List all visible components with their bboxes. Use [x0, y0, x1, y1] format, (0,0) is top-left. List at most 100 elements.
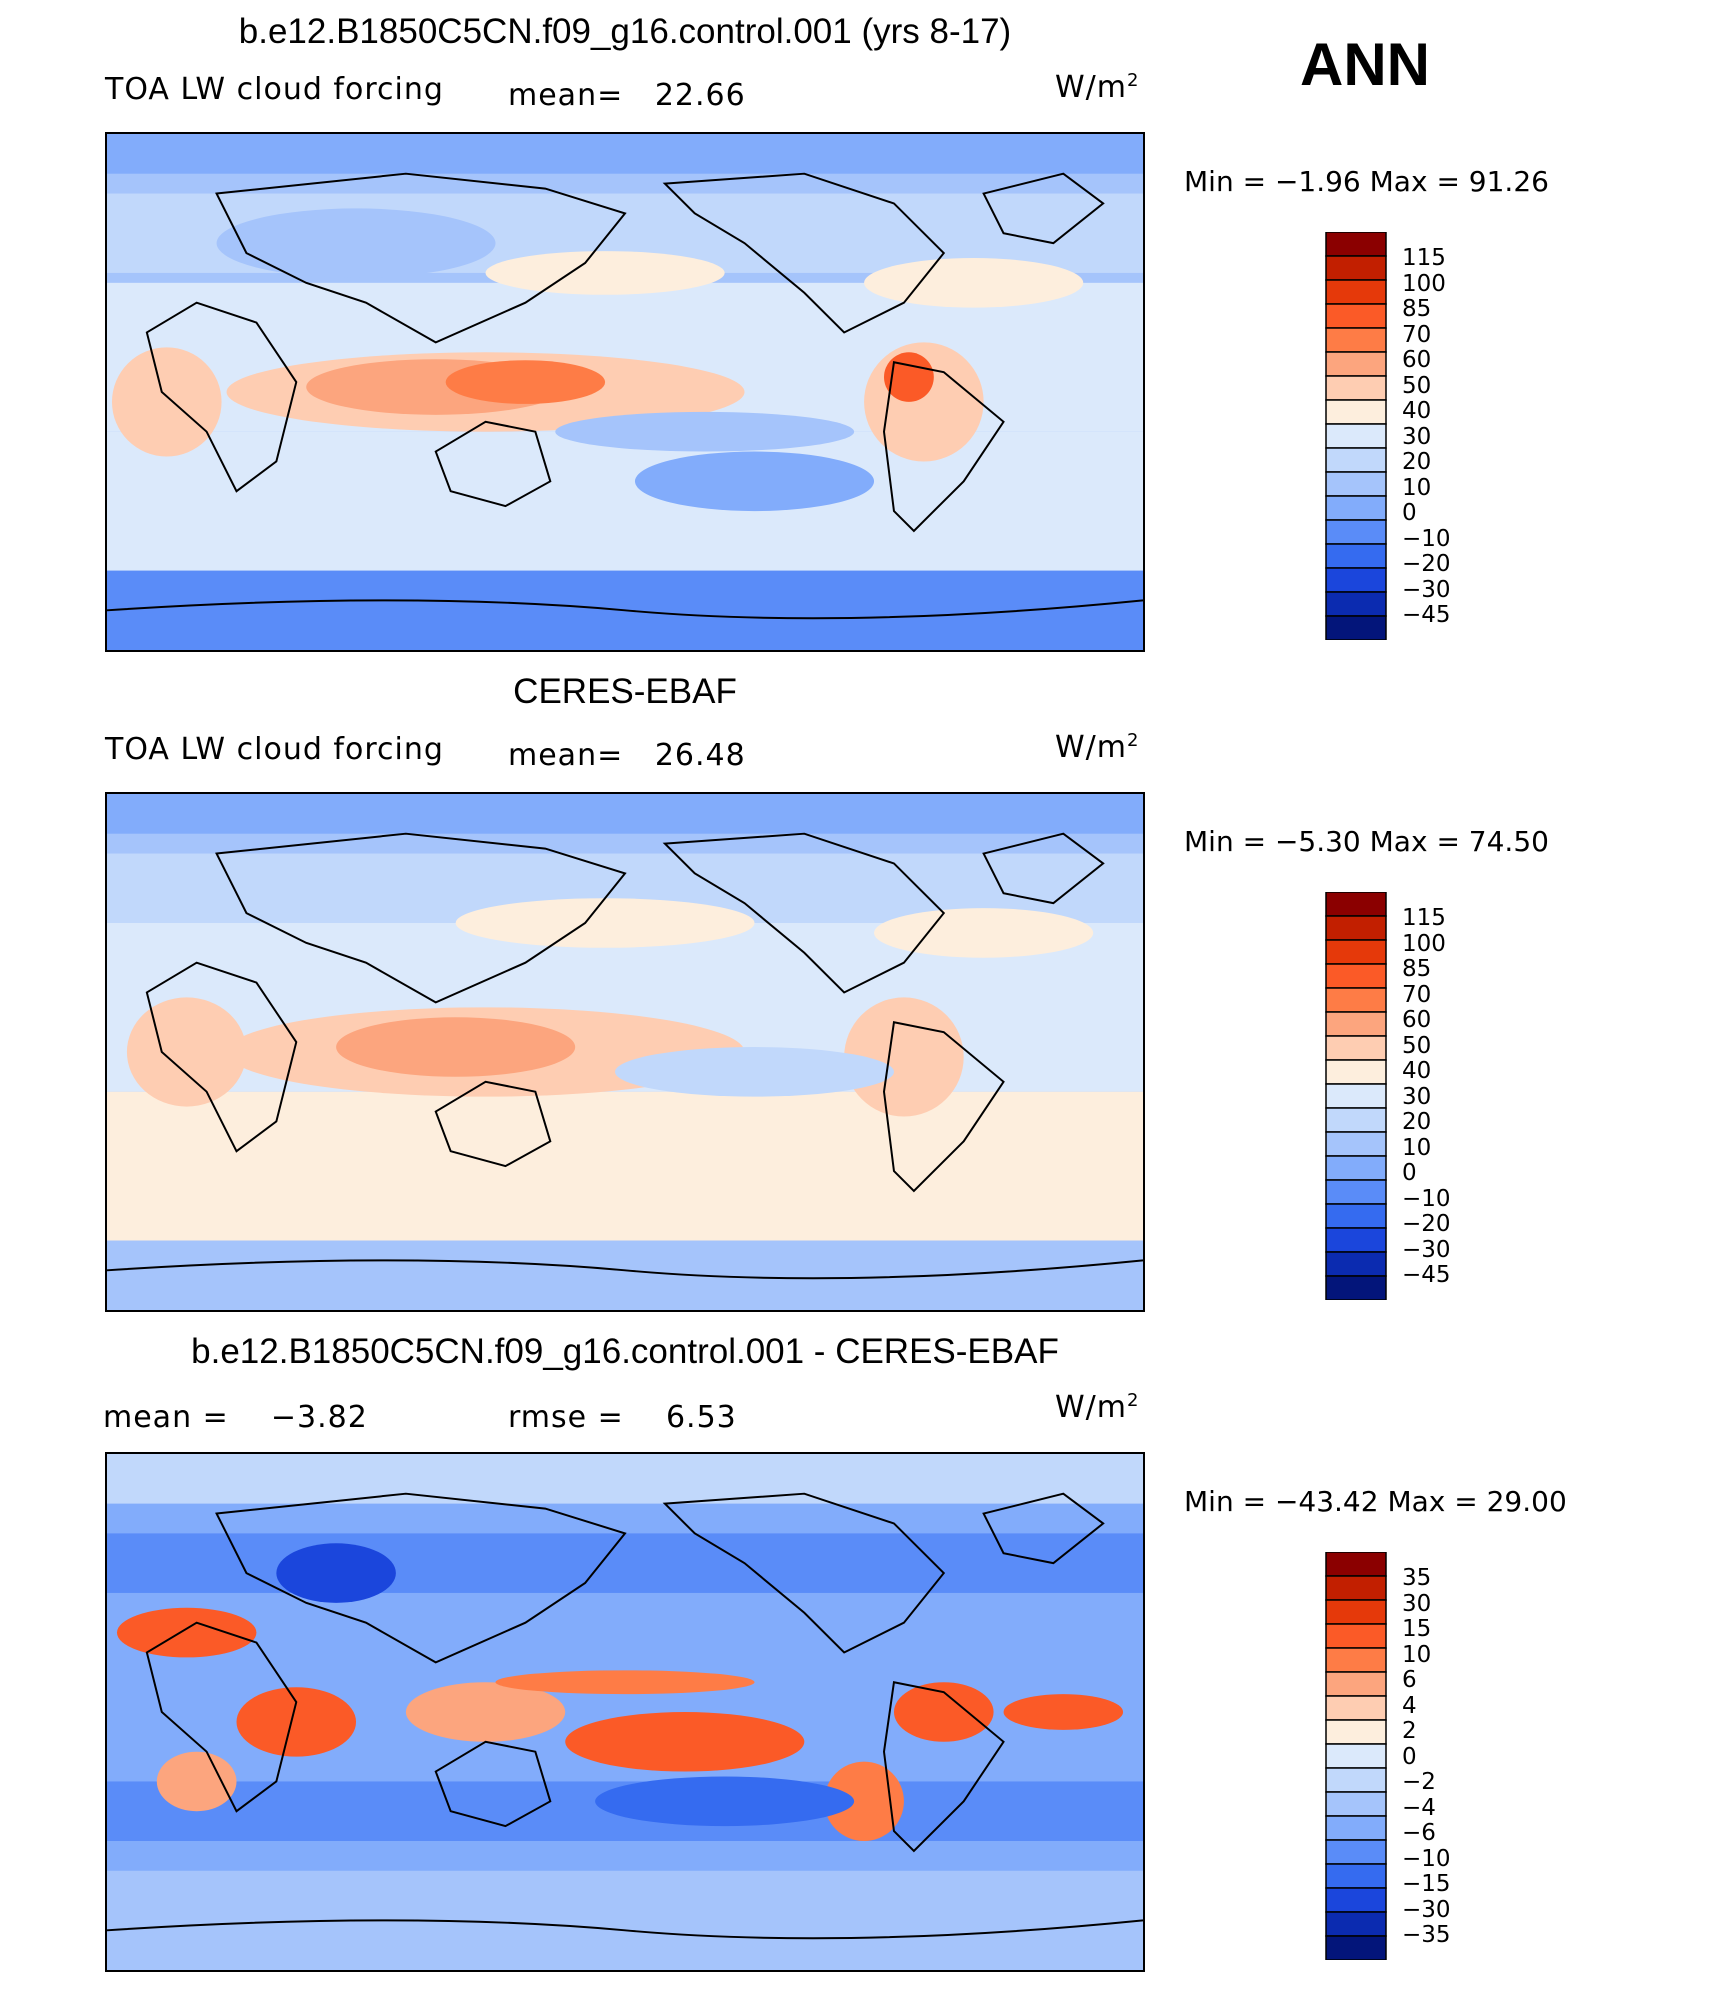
panel2-mean: mean= 26.48 — [508, 738, 746, 773]
cbar-label: 6 — [1402, 1667, 1417, 1693]
cbar-label: 10 — [1402, 1134, 1432, 1161]
cbar-label: −30 — [1402, 1896, 1451, 1923]
cbar-label: −4 — [1402, 1794, 1436, 1821]
colorbar-swatch — [1325, 1035, 1387, 1061]
cbar-label: 70 — [1402, 981, 1432, 1008]
panel3-mean-value: −3.82 — [270, 1400, 368, 1435]
cbar-label: −6 — [1402, 1820, 1436, 1846]
cbar-label: −10 — [1402, 525, 1451, 552]
panel2-mean-label: mean= — [508, 738, 624, 773]
colorbar-swatch — [1325, 1767, 1387, 1793]
panel3-title: b.e12.B1850C5CN.f09_g16.control.001 - CE… — [191, 1332, 1059, 1371]
panel2-title: CERES-EBAF — [513, 672, 737, 711]
panel3-colorbar-labels: 35 30 15 10 6 4 2 0 −2 −4 −6 −10 −15 −30… — [1402, 1565, 1451, 1949]
panel2-mean-value: 26.48 — [654, 738, 746, 773]
colorbar-swatch — [1325, 1839, 1387, 1865]
colorbar-swatch — [1325, 1575, 1387, 1601]
colorbar-swatch — [1325, 1815, 1387, 1841]
colorbar-swatch — [1325, 1623, 1387, 1649]
colorbar-swatch — [1325, 1203, 1387, 1229]
colorbar-swatch — [1325, 543, 1387, 569]
panel1-title: b.e12.B1850C5CN.f09_g16.control.001 (yrs… — [238, 12, 1012, 51]
cbar-label: 15 — [1402, 1616, 1432, 1642]
cbar-label: −30 — [1402, 576, 1451, 603]
colorbar-swatch — [1325, 1251, 1387, 1277]
colorbar-swatch — [1325, 591, 1387, 617]
colorbar-swatch — [1325, 303, 1387, 329]
cbar-label: 35 — [1402, 1565, 1432, 1591]
colorbar-swatch — [1325, 1743, 1387, 1769]
cbar-label: 20 — [1402, 449, 1432, 475]
cbar-label: −20 — [1402, 1211, 1451, 1237]
panel1-map — [105, 132, 1145, 652]
cbar-label: 10 — [1402, 474, 1432, 501]
panel1-mean-value: 22.66 — [654, 78, 746, 113]
panel2-units: W/m2 — [1055, 730, 1140, 765]
colorbar-swatch — [1325, 1599, 1387, 1625]
cbar-label: −45 — [1402, 602, 1451, 628]
panel2-colorbar-labels: 115 100 85 70 60 50 40 30 20 10 0 −10 −2… — [1402, 905, 1451, 1289]
colorbar-swatch — [1325, 471, 1387, 497]
colorbar-swatch — [1325, 1935, 1387, 1960]
colorbar-swatch — [1325, 255, 1387, 281]
panel1-minmax: Min = −1.96 Max = 91.26 — [1184, 165, 1549, 198]
colorbar-swatch — [1325, 1275, 1387, 1300]
colorbar-swatch — [1325, 1179, 1387, 1205]
colorbar-swatch — [1325, 423, 1387, 449]
cbar-label: 85 — [1402, 956, 1432, 982]
colorbar-swatch — [1325, 1719, 1387, 1745]
colorbar-swatch — [1325, 1227, 1387, 1253]
colorbar-swatch — [1325, 351, 1387, 377]
cbar-label: −15 — [1402, 1871, 1451, 1897]
cbar-label: 60 — [1402, 347, 1432, 373]
season-label: ANN — [1300, 31, 1430, 98]
cbar-label: 10 — [1402, 1641, 1432, 1668]
cbar-label: 30 — [1402, 1590, 1432, 1617]
colorbar-swatch — [1325, 939, 1387, 965]
colorbar-swatch — [1325, 1791, 1387, 1817]
colorbar-swatch — [1325, 1083, 1387, 1109]
colorbar-swatch — [1325, 519, 1387, 545]
cbar-label: 60 — [1402, 1007, 1432, 1033]
panel3-map — [105, 1452, 1145, 1972]
cbar-label: 2 — [1402, 1718, 1417, 1744]
cbar-label: 70 — [1402, 321, 1432, 348]
colorbar-swatch — [1325, 1695, 1387, 1721]
cbar-label: 40 — [1402, 1058, 1432, 1084]
cbar-label: −35 — [1402, 1922, 1451, 1948]
panel1-colorbar — [1325, 232, 1387, 640]
colorbar-swatch — [1325, 567, 1387, 593]
cbar-label: 115 — [1402, 245, 1446, 271]
panel1-colorbar-labels: 115 100 85 70 60 50 40 30 20 10 0 −10 −2… — [1402, 245, 1451, 629]
panel3-colorbar — [1325, 1552, 1387, 1960]
colorbar-swatch — [1325, 232, 1387, 257]
colorbar-swatch — [1325, 1887, 1387, 1913]
panel3-rmse-label: rmse = — [508, 1400, 624, 1435]
colorbar-swatch — [1325, 915, 1387, 941]
panel3-minmax: Min = −43.42 Max = 29.00 — [1184, 1485, 1567, 1518]
cbar-label: 0 — [1402, 500, 1417, 526]
cbar-label: 50 — [1402, 372, 1432, 399]
colorbar-swatch — [1325, 1647, 1387, 1673]
panel3-rmse: rmse = 6.53 — [508, 1400, 737, 1435]
cbar-label: 85 — [1402, 296, 1432, 322]
cbar-label: 100 — [1402, 270, 1446, 297]
panel2-map — [105, 792, 1145, 1312]
panel2-colorbar — [1325, 892, 1387, 1300]
cbar-label: 40 — [1402, 398, 1432, 424]
panel1-field-label: TOA LW cloud forcing — [105, 72, 444, 107]
panel2-field-label: TOA LW cloud forcing — [105, 732, 444, 767]
cbar-label: 30 — [1402, 423, 1432, 450]
panel3-units: W/m2 — [1055, 1390, 1140, 1425]
cbar-label: 30 — [1402, 1083, 1432, 1110]
cbar-label: 4 — [1402, 1692, 1417, 1719]
colorbar-swatch — [1325, 1671, 1387, 1697]
panel1-mean: mean= 22.66 — [508, 78, 746, 113]
colorbar-swatch — [1325, 1059, 1387, 1085]
colorbar-swatch — [1325, 399, 1387, 425]
colorbar-swatch — [1325, 327, 1387, 353]
cbar-label: 20 — [1402, 1109, 1432, 1135]
colorbar-swatch — [1325, 1552, 1387, 1577]
panel3-mean-label: mean = — [103, 1400, 229, 1435]
cbar-label: −45 — [1402, 1262, 1451, 1288]
